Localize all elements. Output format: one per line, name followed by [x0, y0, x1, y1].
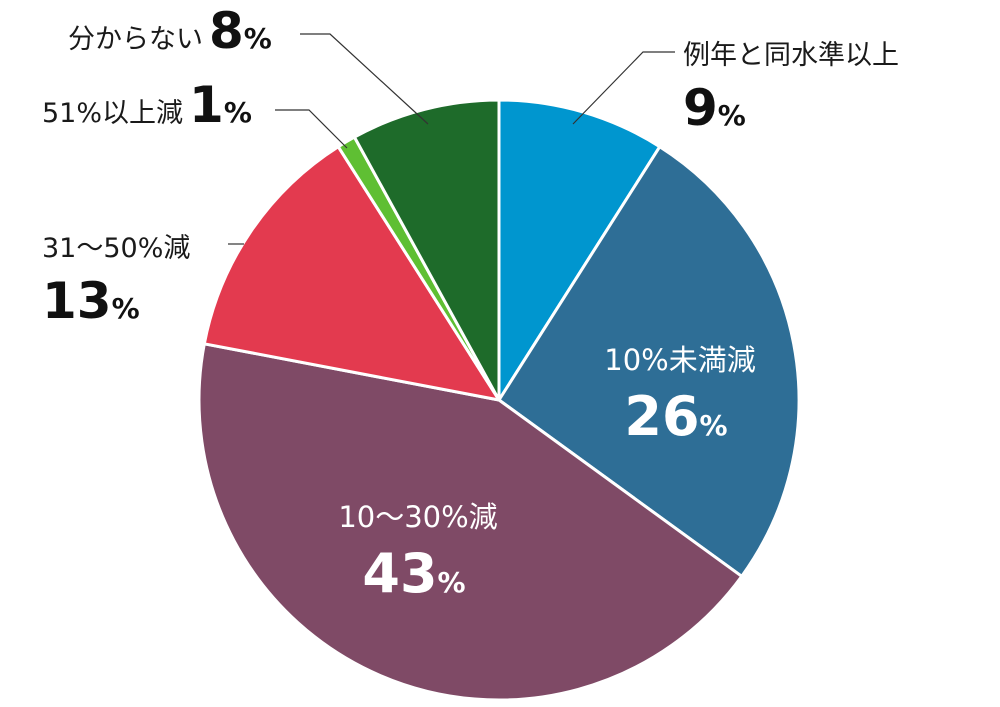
pie-slices — [197, 98, 801, 702]
slice-labels: 例年と同水準以上 9% 10%未満減 26% 10～30%減 43% 31～50… — [42, 2, 899, 605]
slice-label-over-51: 51%以上減 1% — [42, 76, 252, 134]
leader-line-unknown — [300, 33, 429, 125]
slice-value-same-level: 9% — [683, 79, 746, 137]
slice-label-under-10: 10%未満減 — [604, 343, 755, 377]
pie-slice-10-30 — [197, 342, 744, 702]
pie-slice-31-50 — [202, 145, 501, 402]
leader-line-over-51 — [275, 109, 348, 149]
slice-label-same-level: 例年と同水準以上 — [683, 40, 899, 71]
slice-label-31-50: 31～50%減 — [42, 233, 190, 264]
slice-value-31-50: 13% — [42, 272, 140, 330]
slice-value-10-30: 43% — [362, 542, 465, 605]
leader-line-same-level — [572, 51, 675, 125]
pie-slice-same-level — [497, 98, 662, 402]
slice-label-unknown: 分からない 8% — [68, 2, 272, 60]
slice-label-10-30: 10～30%減 — [338, 500, 497, 534]
leader-lines — [228, 33, 675, 245]
slice-value-under-10: 26% — [624, 385, 727, 448]
pie-slice-unknown — [352, 98, 501, 402]
pie-slice-under-10 — [497, 145, 801, 578]
